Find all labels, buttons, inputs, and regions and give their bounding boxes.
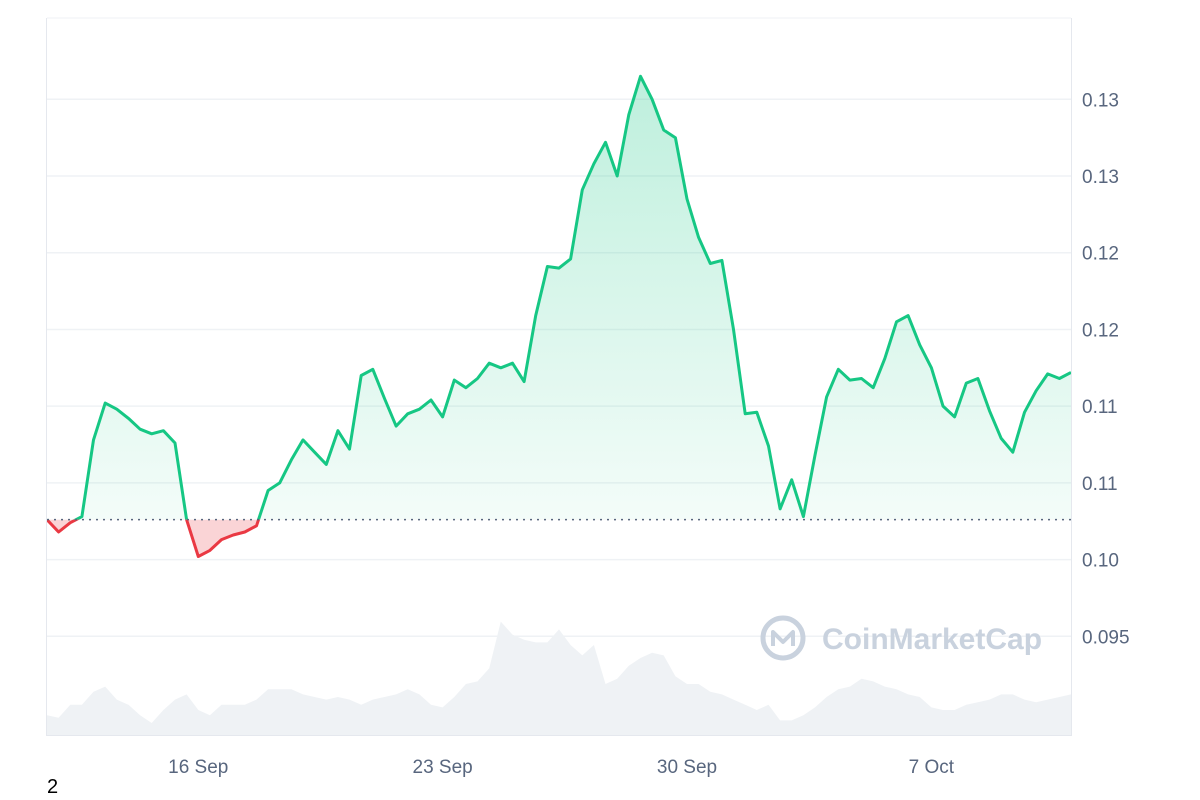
price-line-down	[45, 519, 261, 558]
y-tick-label: 0.13	[1082, 90, 1119, 111]
x-tick-label: 23 Sep	[413, 757, 473, 778]
watermark-text: CoinMarketCap	[822, 623, 1042, 656]
y-tick-label: 0.11	[1082, 474, 1118, 495]
y-tick-label: 0.095	[1082, 627, 1130, 648]
x-tick-label: 30 Sep	[657, 757, 717, 778]
x-axis-ticks: 16 Sep 23 Sep 30 Sep 7 Oct	[168, 757, 955, 778]
y-tick-label: 0.13	[1082, 167, 1119, 188]
area-above-baseline	[47, 74, 1072, 520]
y-tick-label: 0.10	[1082, 551, 1119, 572]
x-tick-label: 16 Sep	[168, 757, 228, 778]
area-below-baseline	[45, 519, 1071, 558]
coinmarketcap-logo-mark	[771, 630, 795, 646]
watermark: CoinMarketCap	[760, 615, 1042, 661]
volume-area	[47, 621, 1071, 736]
y-tick-label: 0.11	[1082, 397, 1118, 418]
area-fill-up	[76, 76, 1071, 520]
y-axis-ticks: 0.13 0.13 0.12 0.12 0.11 0.11 0.10 0.095	[1082, 90, 1130, 648]
price-line-up	[47, 74, 1072, 520]
corner-label: 2	[47, 776, 59, 798]
x-tick-label: 7 Oct	[909, 757, 955, 778]
coinmarketcap-logo-icon	[760, 615, 806, 661]
y-tick-label: 0.12	[1082, 320, 1119, 341]
y-tick-label: 0.12	[1082, 244, 1119, 265]
